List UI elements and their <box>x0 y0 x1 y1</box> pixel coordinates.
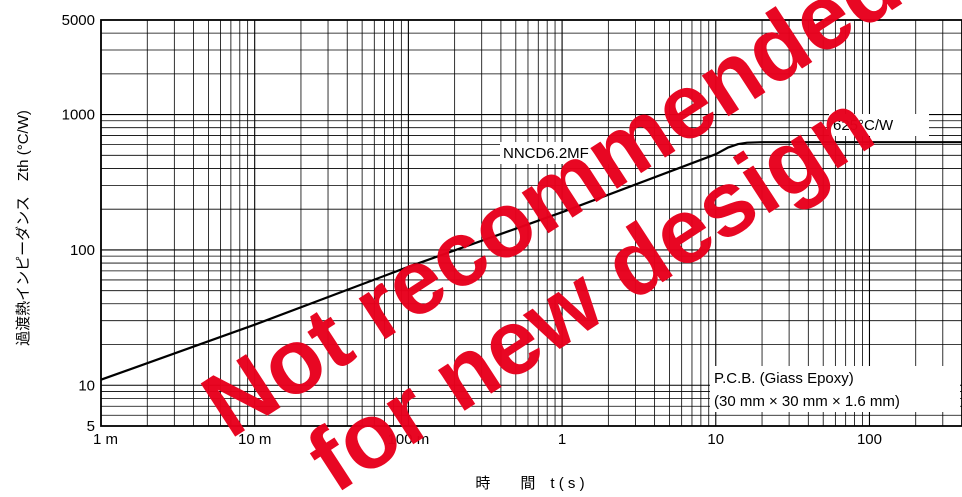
steady-value-bg <box>829 114 929 136</box>
board-note-line1: P.C.B. (Giass Epoxy) <box>714 370 854 387</box>
x-tick-label: 10 m <box>238 431 271 448</box>
y-tick-label: 5 <box>87 418 95 435</box>
x-tick-label: 100 <box>857 431 882 448</box>
plot-frame <box>100 19 962 427</box>
x-tick-label: 1 <box>558 431 566 448</box>
series-line <box>100 141 962 381</box>
grid <box>100 19 962 427</box>
x-tick-labels: 1 m 10 m 100 m 1 10 100 <box>93 431 882 448</box>
y-tick-label: 100 <box>70 242 95 259</box>
y-tick-label: 1000 <box>62 107 95 124</box>
y-tick-labels: 5 10 100 1000 5000 <box>62 12 95 435</box>
steady-value-label: 625°C/W <box>833 117 894 134</box>
x-tick-label: 1 m <box>93 431 118 448</box>
series-lines <box>100 141 962 381</box>
series-label-bg <box>500 142 640 164</box>
x-axis-title: 時 間 t ( s ) <box>475 475 584 492</box>
y-tick-label: 10 <box>78 377 95 394</box>
board-note-line2: (30 mm × 30 mm × 1.6 mm) <box>714 393 900 410</box>
y-axis-title: 過渡熱インピーダンス Zth (°C/W) <box>15 110 32 346</box>
x-tick-label: 100 m <box>388 431 430 448</box>
series-label: NNCD6.2MF <box>503 145 589 162</box>
board-note-bg <box>710 366 960 412</box>
x-tick-label: 10 <box>707 431 724 448</box>
y-tick-label: 5000 <box>62 12 95 29</box>
